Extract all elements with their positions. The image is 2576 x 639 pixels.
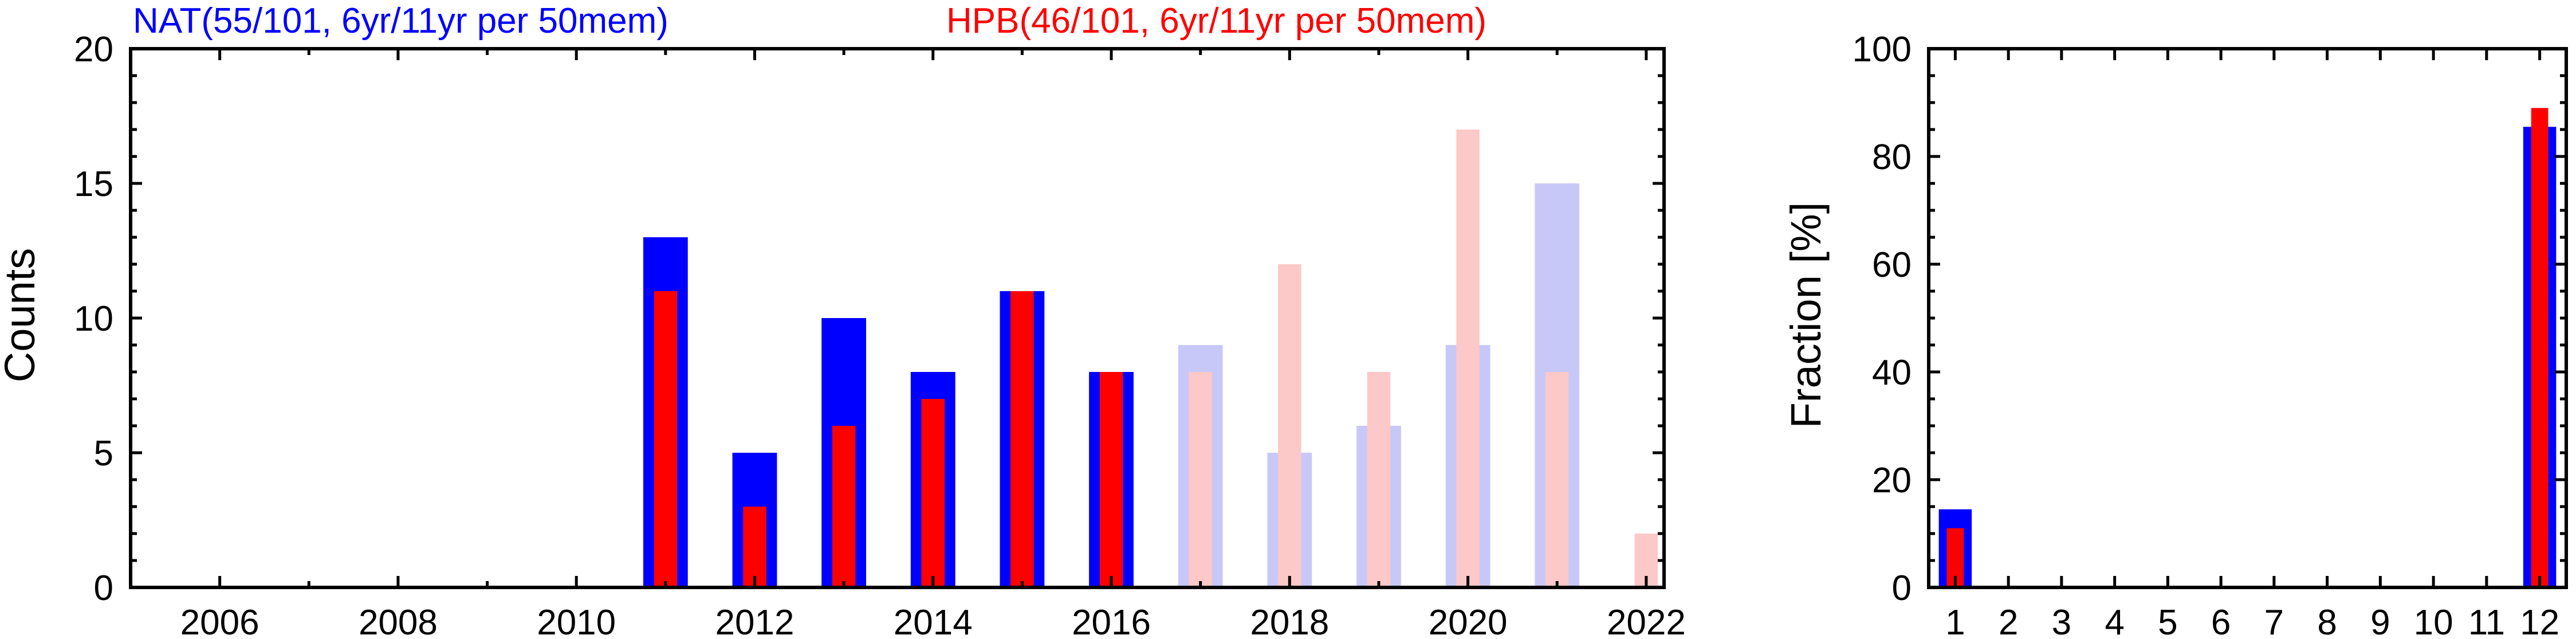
counts-y-tick-label: 10	[74, 299, 113, 339]
fraction-x-tick-label: 10	[2414, 603, 2453, 639]
counts-x-tick-label: 2016	[1072, 603, 1151, 639]
hpb-bar-2016	[1099, 372, 1123, 587]
fraction-y-tick-label: 0	[1892, 569, 1912, 608]
hpb-title: HPB(46/101, 6yr/11yr per 50mem)	[946, 1, 1486, 41]
hpb-bar-2020	[1456, 130, 1480, 587]
counts-x-tick-label: 2020	[1429, 603, 1508, 639]
counts-x-tick-label: 2008	[359, 603, 438, 639]
fraction-y-tick-label: 100	[1853, 30, 1912, 69]
fraction-x-tick-label: 8	[2317, 603, 2337, 639]
hpb-bar-2012	[743, 507, 766, 587]
nat-title: NAT(55/101, 6yr/11yr per 50mem)	[133, 1, 668, 41]
fraction-y-tick-label: 60	[1872, 245, 1912, 285]
counts-y-axis-label: Counts	[0, 248, 44, 382]
fraction-x-tick-label: 2	[1999, 603, 2018, 639]
fraction-x-tick-label: 3	[2052, 603, 2071, 639]
hpb-bar-2013	[832, 426, 856, 587]
fraction-plot-frame	[1927, 47, 2568, 589]
fraction-x-tick-label: 1	[1945, 603, 1965, 639]
counts-x-tick-label: 2010	[537, 603, 616, 639]
hpb-bar-2018	[1278, 264, 1301, 587]
hpb-bar-2011	[654, 291, 678, 587]
hpb-fraction-bar-12	[2531, 108, 2549, 587]
counts-y-tick-label: 5	[94, 434, 113, 473]
counts-y-tick-label: 15	[74, 164, 113, 204]
fraction-x-tick-label: 7	[2264, 603, 2284, 639]
hpb-bar-2014	[921, 399, 945, 587]
fraction-x-tick-label: 5	[2158, 603, 2177, 639]
hpb-bar-2017	[1189, 372, 1212, 587]
fraction-x-tick-label: 9	[2370, 603, 2390, 639]
fraction-y-tick-label: 20	[1872, 461, 1912, 500]
fraction-bars	[1938, 108, 2557, 588]
fraction-x-tick-label: 4	[2105, 603, 2124, 639]
hpb-bar-2015	[1010, 291, 1034, 587]
fraction-y-axis-label: Fraction [%]	[1782, 202, 1830, 429]
counts-x-tick-label: 2012	[715, 603, 795, 639]
counts-axes: 2006 2008 2010 2012 2014 2016 2018 2020 2022 0 5 10…	[74, 30, 1686, 639]
counts-x-tick-label: 2022	[1607, 603, 1686, 639]
counts-plot-frame	[129, 47, 1666, 589]
counts-y-tick-label: 0	[94, 569, 113, 608]
fraction-x-tick-label: 6	[2211, 603, 2231, 639]
fraction-y-tick-label: 80	[1872, 138, 1912, 177]
fraction-x-tick-label: 11	[2468, 603, 2505, 639]
counts-x-tick-label: 2006	[180, 603, 259, 639]
fraction-x-tick-label: 12	[2520, 603, 2559, 639]
hpb-bar-2019	[1367, 372, 1391, 587]
counts-x-tick-label: 2018	[1250, 603, 1329, 639]
counts-panel: NAT(55/101, 6yr/11yr per 50mem) HPB(46/1…	[0, 1, 1686, 639]
fraction-y-tick-label: 40	[1872, 353, 1912, 393]
counts-bars	[643, 130, 1658, 587]
counts-x-tick-label: 2014	[894, 603, 973, 639]
hpb-bar-2021	[1545, 372, 1569, 587]
counts-y-tick-label: 20	[74, 30, 113, 69]
